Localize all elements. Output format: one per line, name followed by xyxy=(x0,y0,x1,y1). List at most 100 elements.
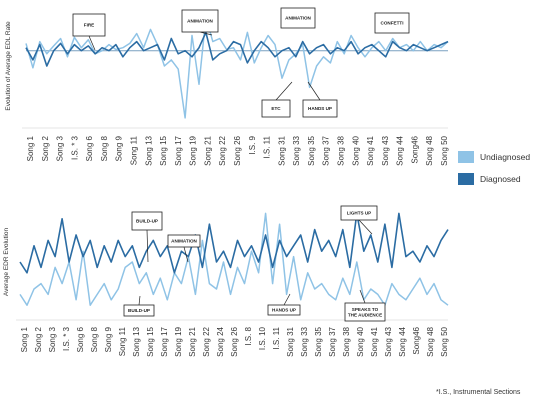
legend-label-diagnosed: Diagnosed xyxy=(480,174,521,184)
x-tick-label: Song 6 xyxy=(76,326,85,352)
x-tick-label: Song46 xyxy=(412,326,421,354)
annotation-box xyxy=(374,12,410,34)
x-tick-label: Song 3 xyxy=(48,326,57,352)
x-tick-label: Song 19 xyxy=(189,135,198,165)
x-tick-label: I.S. 8 xyxy=(244,326,253,345)
x-tick-label: Song 1 xyxy=(26,135,35,161)
x-tick-label: Song 33 xyxy=(292,135,301,165)
x-tick-label: Song 2 xyxy=(34,326,43,352)
annotation-pointer xyxy=(146,229,149,263)
y-axis-label: Evolution of Average EDL Rate xyxy=(5,21,12,111)
x-tick-label: Song 15 xyxy=(159,135,168,165)
annotation-label: ETC xyxy=(271,106,281,111)
annotation-box xyxy=(261,99,291,118)
annotation-label: LIGHTS UP xyxy=(347,211,372,216)
annotation-label: ANIMATION xyxy=(285,16,311,21)
annotation-box xyxy=(181,9,219,33)
x-tick-label: I.S. * 3 xyxy=(70,135,79,160)
y-axis-label: Average EDR Evolution xyxy=(3,228,10,297)
legend-label-undiagnosed: Undiagnosed xyxy=(480,152,531,162)
x-tick-label: Song 17 xyxy=(174,135,183,165)
annotation-label: BUILD-UP xyxy=(136,219,158,224)
x-tick-label: Song 11 xyxy=(130,135,139,165)
x-tick-label: Song 50 xyxy=(440,326,449,356)
x-tick-label: Song 43 xyxy=(384,326,393,356)
annotation-pointer xyxy=(275,81,293,101)
x-tick-label: Song 37 xyxy=(322,135,331,165)
x-tick-label: Song 41 xyxy=(366,135,375,165)
x-tick-label: Song 40 xyxy=(351,135,360,165)
x-tick-label: Song 33 xyxy=(300,326,309,356)
legend-item-diagnosed: Diagnosed xyxy=(458,172,548,186)
x-tick-label: Song 22 xyxy=(218,135,227,165)
annotation-box xyxy=(167,234,201,248)
x-tick-label: Song 41 xyxy=(370,326,379,356)
x-tick-label: Song 35 xyxy=(314,326,323,356)
x-tick-label: Song 48 xyxy=(426,326,435,356)
legend-item-undiagnosed: Undiagnosed xyxy=(458,150,548,164)
x-tick-label: Song 13 xyxy=(144,135,153,165)
legend: Undiagnosed Diagnosed xyxy=(458,150,548,194)
series-line-diagnosed xyxy=(25,31,449,67)
legend-swatch-diagnosed xyxy=(458,173,474,185)
x-tick-label: Song 9 xyxy=(104,326,113,352)
annotation-label: BUILD-UP xyxy=(128,308,150,313)
x-tick-label: Song 26 xyxy=(233,135,242,165)
series-line-diagnosed xyxy=(19,212,449,274)
x-tick-label: Song 48 xyxy=(425,135,434,165)
x-tick-label: Song 6 xyxy=(85,135,94,161)
annotation-pointer xyxy=(283,293,291,306)
x-tick-label: Song 8 xyxy=(100,135,109,161)
annotation-box xyxy=(280,7,316,29)
annotation-box xyxy=(340,205,378,221)
x-tick-label: Song 13 xyxy=(132,326,141,356)
x-tick-label: Song 2 xyxy=(41,135,50,161)
annotation-box xyxy=(131,211,163,231)
annotation-label: HANDS UP xyxy=(272,308,296,313)
annotation-label: THE AUDIENCE xyxy=(348,312,382,317)
x-tick-label: Song 8 xyxy=(90,326,99,352)
x-tick-label: I.S. 9 xyxy=(248,135,257,154)
annotation-box xyxy=(344,302,386,322)
annotation-pointer xyxy=(138,295,141,306)
x-tick-label: Song 11 xyxy=(118,326,127,356)
x-tick-label: Song 24 xyxy=(216,326,225,356)
x-tick-label: Song 3 xyxy=(56,135,65,161)
chart-bottom-edr-evolution: Average EDR Evolution Song 1 Song 2 Song 3 I… xyxy=(3,205,449,357)
x-tick-label: Song46 xyxy=(410,135,419,163)
x-tick-label: Song 40 xyxy=(356,326,365,356)
x-tick-label: Song 38 xyxy=(337,135,346,165)
annotation-label: ANIMATION xyxy=(187,19,213,24)
x-tick-label: I.S. 10 xyxy=(258,326,267,350)
x-tick-label: Song 22 xyxy=(202,326,211,356)
annotation-label: HANDS UP xyxy=(308,106,332,111)
x-tick-label: Song 17 xyxy=(160,326,169,356)
x-tick-label: Song 35 xyxy=(307,135,316,165)
x-tick-label: Song 21 xyxy=(203,135,212,165)
footnote: *I.S., Instrumental Sections xyxy=(436,389,521,396)
annotation-pointer xyxy=(199,31,213,36)
x-tick-label: Song 31 xyxy=(286,326,295,356)
annotation-box xyxy=(267,304,301,316)
series-line-undiagnosed xyxy=(19,212,449,306)
annotation-label: FIRE xyxy=(84,23,94,28)
annotation-pointer xyxy=(88,35,96,51)
x-tick-label: I.S. 11 xyxy=(263,135,272,158)
annotation-box xyxy=(123,304,155,317)
x-tick-label: Song 26 xyxy=(230,326,239,356)
x-tick-label: I.S. 11 xyxy=(272,326,281,349)
annotation-box xyxy=(72,13,106,37)
x-tick-label: Song 43 xyxy=(381,135,390,165)
annotation-label: ANIMATION xyxy=(171,239,197,244)
x-tick-label: I.S. * 3 xyxy=(62,326,71,351)
legend-swatch-undiagnosed xyxy=(458,151,474,163)
x-tick-label: Song 44 xyxy=(396,135,405,165)
chart-top-edl-rate: Evolution of Average EDL Rate Song 1 Song … xyxy=(5,7,449,166)
x-tick-label: Song 38 xyxy=(342,326,351,356)
annotation-pointer xyxy=(183,246,189,263)
annotation-label: SPEAKS TO xyxy=(352,307,379,312)
x-tick-label: Song 31 xyxy=(277,135,286,165)
x-tick-label: Song 44 xyxy=(398,326,407,356)
x-tick-label: Song 50 xyxy=(440,135,449,165)
